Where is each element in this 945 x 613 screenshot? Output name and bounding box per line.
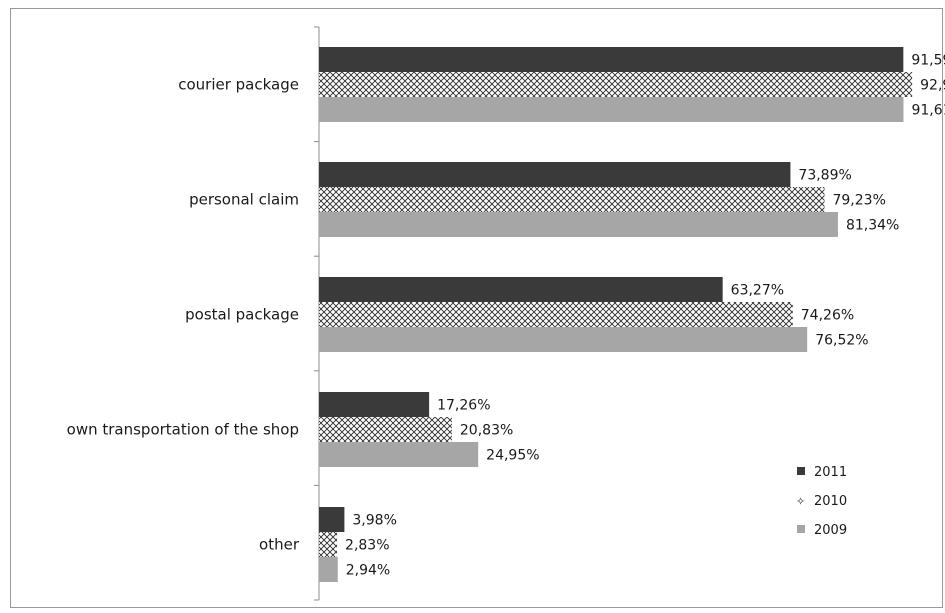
bar-2011-4 — [319, 507, 345, 532]
bar-2011-2 — [319, 277, 723, 302]
data-label-2011-1: 73,89% — [798, 168, 851, 184]
data-label-2009-2: 76,52% — [815, 333, 868, 349]
data-label-2010-4: 2,83% — [345, 538, 389, 554]
category-label-3: own transportation of the shop — [67, 421, 299, 439]
legend-marker-2011 — [797, 467, 805, 475]
bar-2009-4 — [319, 557, 338, 582]
data-label-2009-1: 81,34% — [846, 218, 899, 234]
legend-label-2010: 2010 — [814, 494, 847, 509]
data-label-2010-0: 92,97% — [920, 78, 945, 94]
legend-marker-2009 — [797, 525, 805, 533]
data-label-2011-2: 63,27% — [731, 283, 784, 299]
category-label-4: other — [259, 536, 300, 554]
legend-marker-2010: ✧ — [796, 495, 805, 508]
data-label-2010-2: 74,26% — [801, 308, 854, 324]
bar-2011-1 — [319, 162, 791, 187]
bar-2009-2 — [319, 327, 808, 352]
data-label-2010-3: 20,83% — [460, 423, 513, 439]
data-label-2011-0: 91,59% — [911, 53, 945, 69]
bar-2010-3 — [319, 417, 452, 442]
bar-2009-3 — [319, 442, 479, 467]
bar-2009-0 — [319, 97, 904, 122]
category-label-1: personal claim — [189, 191, 299, 209]
bar-2011-0 — [319, 47, 904, 72]
legend-label-2009: 2009 — [814, 523, 847, 538]
category-label-0: courier package — [178, 76, 299, 94]
legend-label-2011: 2011 — [814, 465, 847, 480]
bar-2011-3 — [319, 392, 430, 417]
category-label-2: postal package — [185, 306, 299, 324]
bar-2009-1 — [319, 212, 838, 237]
data-label-2009-3: 24,95% — [486, 448, 539, 464]
bar-2010-2 — [319, 302, 793, 327]
data-label-2010-1: 79,23% — [832, 193, 885, 209]
bar-2010-1 — [319, 187, 825, 212]
bar-2010-0 — [319, 72, 913, 97]
data-label-2011-3: 17,26% — [437, 398, 490, 414]
bar-2010-4 — [319, 532, 338, 557]
data-label-2011-4: 3,98% — [352, 513, 396, 529]
data-label-2009-4: 2,94% — [346, 563, 390, 579]
data-label-2009-0: 91,61% — [911, 103, 945, 119]
